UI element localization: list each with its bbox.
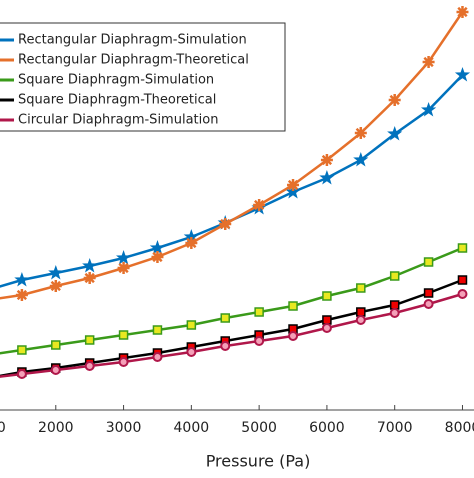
marker bbox=[457, 289, 468, 299]
x-tick-label: 8000 bbox=[445, 420, 474, 436]
marker bbox=[84, 361, 95, 371]
marker bbox=[84, 335, 95, 345]
marker bbox=[83, 272, 96, 284]
marker bbox=[186, 320, 197, 330]
marker bbox=[423, 288, 434, 298]
marker bbox=[254, 336, 265, 346]
legend-label: Square Diaphragm-Theoretical bbox=[18, 93, 216, 108]
marker bbox=[14, 272, 30, 287]
marker bbox=[17, 345, 27, 355]
marker bbox=[389, 300, 400, 310]
legend-label: Circular Diaphragm-Simulation bbox=[18, 113, 218, 128]
marker bbox=[49, 280, 62, 292]
marker bbox=[456, 6, 469, 18]
marker bbox=[287, 179, 300, 191]
marker bbox=[51, 340, 61, 350]
x-tick-label: 7000 bbox=[377, 420, 413, 436]
marker bbox=[183, 229, 199, 244]
legend-label: Square Diaphragm-Simulation bbox=[18, 73, 214, 88]
marker bbox=[82, 258, 98, 273]
marker bbox=[149, 240, 166, 255]
marker bbox=[321, 323, 332, 333]
marker bbox=[15, 289, 28, 301]
x-tick-label: 5000 bbox=[241, 420, 277, 436]
marker bbox=[50, 365, 61, 375]
legend-label: Rectangular Diaphragm-Simulation bbox=[18, 33, 247, 48]
marker bbox=[353, 152, 369, 167]
marker bbox=[186, 347, 197, 357]
marker bbox=[320, 154, 333, 166]
marker bbox=[422, 56, 435, 68]
marker bbox=[185, 237, 198, 249]
marker bbox=[355, 315, 366, 325]
marker bbox=[354, 127, 367, 139]
marker bbox=[389, 271, 400, 281]
marker bbox=[16, 369, 27, 379]
x-tick-label: 6000 bbox=[309, 420, 345, 436]
marker bbox=[219, 218, 232, 230]
marker bbox=[285, 184, 301, 199]
marker bbox=[388, 94, 401, 106]
marker bbox=[389, 308, 400, 318]
x-tick-label: 3000 bbox=[106, 420, 142, 436]
marker bbox=[322, 291, 332, 301]
legend-box bbox=[0, 22, 286, 132]
marker bbox=[423, 299, 434, 309]
marker bbox=[421, 102, 437, 117]
marker bbox=[288, 301, 298, 311]
marker bbox=[387, 126, 403, 141]
marker bbox=[319, 170, 335, 185]
marker bbox=[454, 67, 471, 82]
x-axis-label: Pressure (Pa) bbox=[206, 452, 311, 471]
marker bbox=[116, 250, 132, 265]
series-line bbox=[0, 278, 463, 378]
marker bbox=[253, 199, 266, 211]
marker bbox=[152, 352, 163, 362]
x-tick-label: 1000 bbox=[0, 420, 6, 436]
x-tick-label: 4000 bbox=[174, 420, 210, 436]
marker bbox=[220, 313, 230, 323]
marker bbox=[48, 265, 64, 280]
marker bbox=[151, 251, 164, 263]
marker bbox=[457, 243, 468, 253]
legend-label: Rectangular Diaphragm-Theoretical bbox=[18, 53, 249, 68]
marker bbox=[356, 283, 366, 293]
marker bbox=[117, 262, 130, 274]
marker bbox=[118, 357, 129, 367]
marker bbox=[220, 341, 231, 351]
marker bbox=[288, 331, 299, 341]
marker bbox=[254, 307, 264, 317]
marker bbox=[152, 325, 163, 335]
marker bbox=[423, 257, 434, 267]
marker bbox=[322, 315, 332, 325]
marker bbox=[457, 275, 468, 285]
marker bbox=[118, 330, 129, 340]
x-tick-label: 2000 bbox=[38, 420, 74, 436]
marker bbox=[356, 307, 366, 317]
